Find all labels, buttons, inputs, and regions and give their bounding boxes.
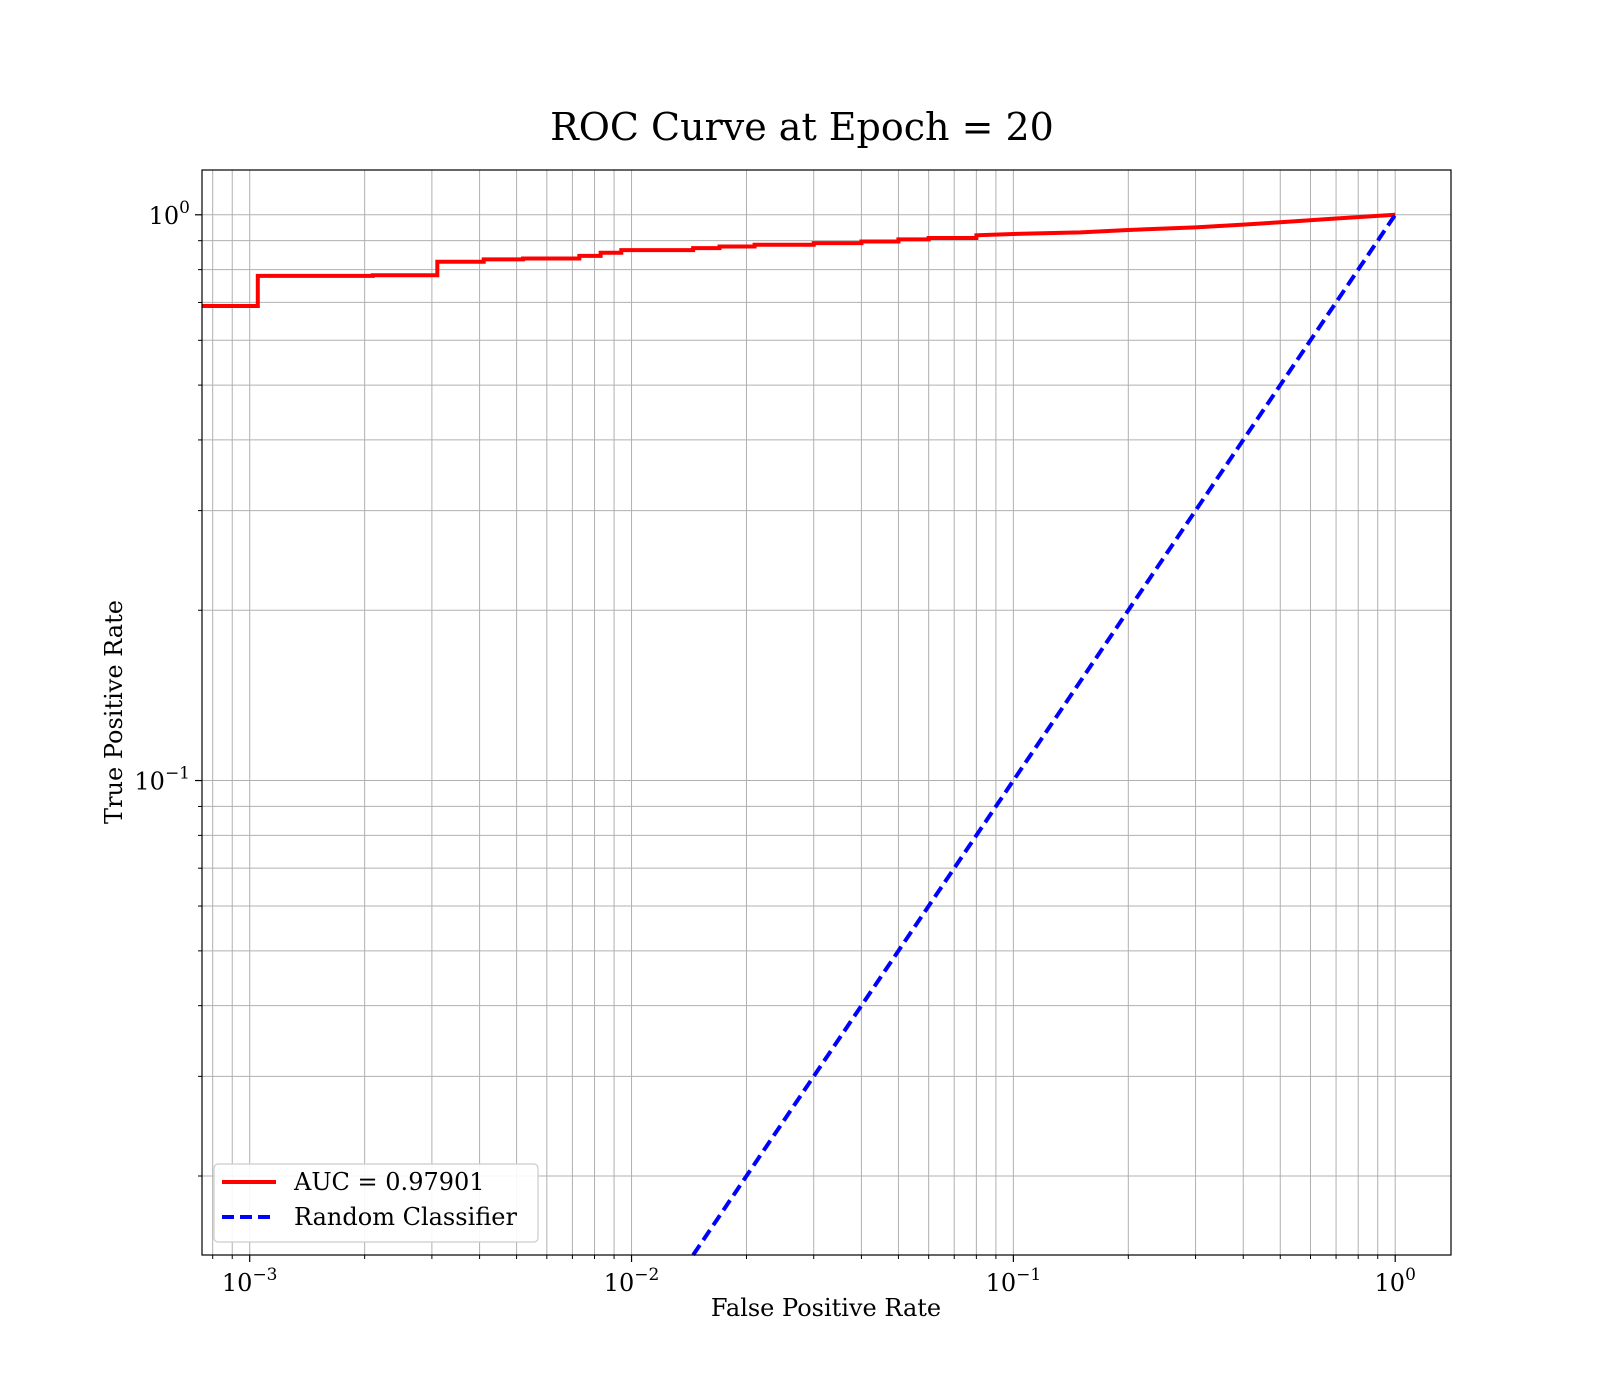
legend-label-random: Random Classifier: [294, 1203, 517, 1231]
x-tick-label: 10−1: [986, 1265, 1042, 1297]
plot-frame: [201, 169, 1452, 1256]
grid: [202, 170, 1451, 1255]
y-tick-label: 10−1: [134, 764, 190, 796]
legend: AUC = 0.97901 Random Classifier: [213, 1163, 539, 1243]
legend-box: [213, 1163, 539, 1243]
x-axis-label: False Positive Rate: [711, 1294, 941, 1322]
x-tick-label: 10−3: [222, 1265, 278, 1297]
roc-curve-line: [202, 212, 1396, 308]
y-axis-label: True Positive Rate: [100, 600, 128, 824]
plot-series: [202, 212, 1397, 1257]
chart-title: ROC Curve at Epoch = 20: [550, 105, 1054, 149]
legend-label-auc: AUC = 0.97901: [293, 1168, 485, 1196]
random-classifier-line: [691, 213, 1397, 1257]
x-tick-label: 100: [1375, 1265, 1416, 1297]
x-tick-label: 10−2: [604, 1265, 660, 1297]
y-tick-label: 100: [149, 198, 190, 230]
axis-ticks: 10−3 10−2 10−1 100 10−1 100: [134, 198, 1416, 1297]
